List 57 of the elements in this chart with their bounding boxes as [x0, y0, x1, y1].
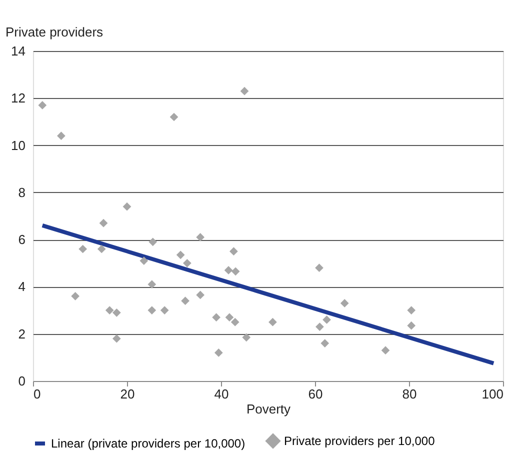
point: [38, 101, 47, 110]
point: [148, 306, 156, 314]
point: [340, 299, 349, 308]
point: [230, 247, 238, 256]
x-tick-label: 40: [214, 386, 229, 402]
point: [148, 280, 156, 289]
y-tick-label: 2: [18, 326, 26, 342]
point: [316, 322, 324, 331]
point: [176, 250, 185, 260]
point: [214, 348, 223, 357]
point: [225, 313, 234, 322]
point: [182, 258, 192, 268]
point: [212, 313, 220, 322]
legend-label: Linear (private providers per 10,000): [51, 436, 246, 450]
point: [140, 256, 148, 265]
y-axis-title: Private providers: [6, 24, 104, 40]
point: [99, 218, 108, 228]
point: [170, 112, 178, 122]
point: [240, 86, 249, 96]
y-tick-label: 8: [18, 184, 26, 200]
point: [268, 318, 277, 326]
point: [224, 266, 233, 274]
point: [78, 244, 88, 254]
point: [122, 202, 132, 211]
y-tick-label: 0: [18, 374, 26, 388]
point: [407, 306, 416, 314]
point: [407, 321, 416, 330]
y-tick-label: 6: [18, 232, 26, 248]
x-tick-label: 60: [308, 386, 323, 402]
point: [71, 292, 80, 300]
point: [112, 308, 121, 317]
y-tick-label: 14: [11, 44, 26, 58]
legend-label: Private providers per 10,000: [284, 434, 436, 448]
x-tick-label: 100: [482, 386, 504, 402]
x-tick-label: 0: [34, 386, 41, 402]
y-tick-label: 4: [18, 279, 26, 294]
x-tick-label: 80: [402, 386, 417, 402]
point: [230, 318, 240, 326]
point: [320, 339, 330, 348]
point: [112, 334, 121, 343]
x-axis-title: Poverty: [246, 402, 292, 416]
point: [160, 306, 169, 314]
point: [381, 346, 390, 355]
point: [97, 244, 106, 254]
point: [315, 264, 324, 272]
point: [105, 306, 114, 314]
y-tick-label: 12: [11, 90, 26, 106]
point: [181, 296, 190, 306]
y-tick-label: 10: [11, 138, 26, 153]
point: [148, 238, 158, 246]
point: [231, 267, 240, 276]
point: [57, 132, 66, 140]
x-tick-label: 20: [120, 386, 135, 402]
point: [196, 290, 205, 300]
point: [322, 316, 331, 324]
point: [196, 233, 205, 242]
point: [242, 333, 251, 342]
